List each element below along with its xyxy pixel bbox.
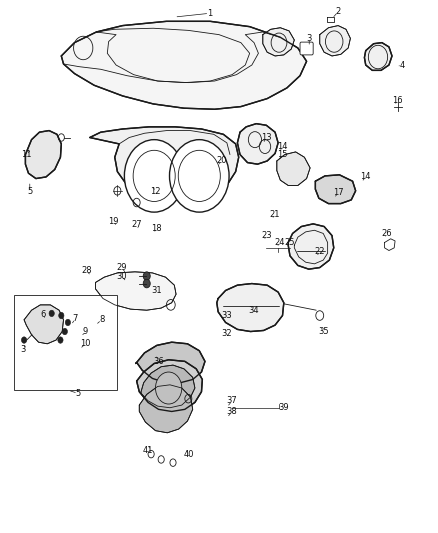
Text: 4: 4 [399, 61, 405, 69]
Text: 9: 9 [83, 327, 88, 336]
Text: 34: 34 [248, 306, 258, 314]
Circle shape [170, 140, 229, 212]
Polygon shape [237, 124, 278, 164]
Text: 7: 7 [73, 314, 78, 323]
Text: 25: 25 [285, 238, 295, 247]
Text: 28: 28 [81, 266, 92, 275]
Text: 30: 30 [117, 272, 127, 280]
Polygon shape [263, 28, 294, 56]
Polygon shape [95, 272, 176, 310]
Text: 39: 39 [279, 403, 289, 412]
Text: 15: 15 [277, 150, 288, 159]
Text: 29: 29 [117, 263, 127, 272]
Text: 32: 32 [222, 329, 232, 337]
Text: 41: 41 [143, 446, 153, 455]
Circle shape [62, 328, 67, 335]
Polygon shape [90, 127, 239, 200]
Circle shape [65, 319, 71, 326]
Text: 1: 1 [207, 9, 212, 18]
Text: 37: 37 [227, 397, 237, 405]
Text: 14: 14 [360, 173, 371, 181]
Bar [14, 295, 117, 390]
Text: 12: 12 [150, 188, 161, 196]
Text: 35: 35 [318, 327, 328, 336]
Polygon shape [137, 360, 202, 411]
Text: 36: 36 [153, 357, 164, 366]
Text: 3: 3 [307, 34, 312, 43]
Text: 5: 5 [75, 389, 81, 398]
Text: 22: 22 [314, 247, 325, 256]
Polygon shape [141, 365, 195, 408]
Text: 27: 27 [131, 221, 142, 229]
Text: 24: 24 [274, 238, 285, 247]
Polygon shape [364, 43, 392, 70]
Text: 14: 14 [277, 142, 288, 151]
Text: 26: 26 [381, 229, 392, 238]
Polygon shape [315, 175, 356, 204]
Text: 33: 33 [222, 311, 232, 320]
Text: 2: 2 [336, 7, 341, 16]
Text: 21: 21 [270, 210, 280, 219]
Circle shape [21, 337, 27, 343]
Polygon shape [24, 305, 64, 344]
Text: 16: 16 [392, 96, 403, 104]
Polygon shape [136, 342, 205, 383]
Circle shape [155, 372, 182, 404]
Text: 19: 19 [108, 217, 118, 225]
Text: 5: 5 [27, 188, 32, 196]
Circle shape [143, 272, 150, 280]
Text: 11: 11 [21, 150, 32, 159]
Circle shape [124, 140, 184, 212]
Polygon shape [277, 152, 310, 185]
Text: 10: 10 [80, 340, 91, 348]
Text: 18: 18 [152, 224, 162, 232]
Text: 17: 17 [333, 189, 343, 197]
Polygon shape [320, 26, 350, 56]
Polygon shape [139, 385, 193, 433]
Text: 38: 38 [227, 407, 237, 416]
Circle shape [59, 312, 64, 319]
Text: 6: 6 [40, 310, 46, 319]
Polygon shape [25, 131, 61, 179]
Text: 23: 23 [261, 231, 272, 240]
Circle shape [49, 310, 54, 317]
Text: 40: 40 [184, 450, 194, 458]
Polygon shape [217, 284, 284, 332]
Polygon shape [61, 21, 307, 109]
Text: 13: 13 [261, 133, 272, 142]
Text: 31: 31 [152, 286, 162, 295]
Text: 3: 3 [20, 345, 25, 353]
Text: 20: 20 [216, 157, 226, 165]
Polygon shape [288, 224, 334, 269]
FancyBboxPatch shape [300, 42, 313, 55]
Text: 8: 8 [99, 316, 104, 324]
Circle shape [58, 337, 63, 343]
Circle shape [143, 279, 150, 288]
